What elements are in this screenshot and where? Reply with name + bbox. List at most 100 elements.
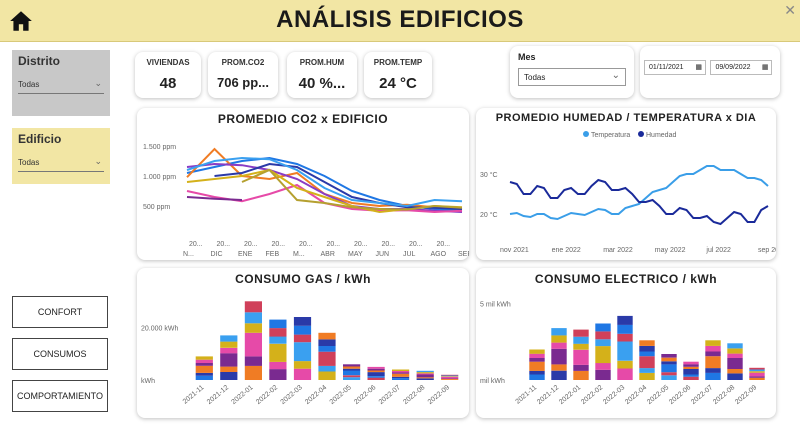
y-tick-label: kWh [141,378,155,385]
bar-segment [343,364,361,367]
bar-segment [661,364,677,373]
x-tick-label: 2022-01 [230,384,254,406]
bar-segment [441,378,459,379]
bar-segment [220,335,238,342]
bar-segment [661,375,677,380]
distrito-label: Distrito [18,54,60,68]
kpi-prom-hum: PROM.HUM 40 %... [287,52,357,98]
home-icon[interactable] [8,8,34,34]
x-tick-label: ENE [238,251,253,258]
calendar-icon: ▦ [695,64,702,71]
x-tick-label: 2021-11 [182,384,206,406]
bar-segment [639,340,655,346]
bar-segment [705,340,721,346]
consumos-button[interactable]: CONSUMOS [12,338,108,370]
bar-segment [244,312,262,324]
x-tick-label: 20... [327,241,341,248]
bar-segment [220,366,238,372]
confort-button[interactable]: CONFORT [12,296,108,328]
x-tick-label: mar 2022 [603,247,633,254]
x-tick-label: JUN [376,251,390,258]
bar-segment [392,369,410,371]
co2-chart-title: PROMEDIO CO2 x EDIFICIO [217,112,389,126]
bar-segment [195,363,213,366]
legend-label: Humedad [646,132,676,139]
bar-segment [573,370,589,380]
legend-dot [638,131,644,137]
kpi-label: PROM.TEMP [373,58,423,67]
bar-segment [661,361,677,365]
bar-segment [595,339,611,347]
bar-segment [392,373,410,377]
bar-segment [195,365,213,373]
bar-segment [617,368,633,380]
bar-segment [573,329,589,337]
date-to-input[interactable]: 09/09/2022 ▦ [710,60,773,75]
bar-segment [244,356,262,366]
bar-segment [749,377,765,380]
x-tick-label: 2022-07 [690,384,714,406]
bar-segment [683,369,699,375]
y-tick-label: 20 °C [480,211,498,219]
gas-chart-title: CONSUMO GAS / kWh [235,272,371,286]
bar-segment [195,372,213,376]
x-tick-label: 2022-04 [304,384,328,406]
bar-segment [727,358,743,369]
co2-chart: 1.500 ppm 1.000 ppm 500 ppm 20... 20... 20...… [143,144,469,258]
bar-segment [293,334,312,343]
date-from-input[interactable]: 01/11/2021 ▦ [644,60,706,75]
kpi-label: PROM.HUM [299,58,345,67]
kpi-prom-co2: PROM.CO2 706 pp... [208,52,278,98]
kpi-value: 706 pp... [216,75,270,90]
bar-segment [220,341,238,348]
kpi-value: 48 [159,75,177,92]
distrito-dropdown[interactable]: Todas ⌄ [18,76,104,94]
page-title: ANÁLISIS EDIFICIOS [276,6,524,33]
bar-segment [367,366,385,369]
x-tick-label: 2022-03 [602,384,626,406]
bar-segment [617,341,633,361]
bar-segment [367,370,385,373]
bar-segment [416,370,434,373]
edificio-dropdown[interactable]: Todas ⌄ [18,154,104,172]
x-tick-label: 2022-09 [734,384,758,406]
bar-segment [529,349,545,354]
mes-dropdown[interactable]: Todas ⌄ [518,68,626,86]
bar-segment [195,359,213,363]
chevron-down-icon: ⌄ [94,78,102,88]
bar-segment [269,319,287,329]
kpi-prom-temp: PROM.TEMP 24 °C [364,52,432,98]
bar-segment [367,376,385,378]
bar-segment [416,373,434,375]
x-tick-label: ene 2022 [552,247,581,254]
distrito-value: Todas [18,80,40,89]
y-tick-label: 1.500 ppm [143,144,176,151]
bar-segment [683,366,699,369]
comportamiento-button[interactable]: COMPORTAMIENTO [12,380,108,412]
bar-segment [749,369,765,372]
x-tick-label: 20... [217,241,231,248]
bar-segment [269,361,287,370]
bar-segment [551,335,567,343]
bar-segment [529,370,545,375]
bar-segment [367,377,385,380]
x-tick-label: 2022-04 [624,384,648,406]
x-tick-label: 2021-12 [206,384,230,406]
series-line [509,178,769,226]
bar-segment [441,375,459,377]
bar-segment [595,346,611,364]
bar-segment [244,332,262,357]
bar-segment [220,347,238,354]
bar-segment [293,342,312,362]
bar-segment [269,336,287,344]
bar-segment [318,371,336,380]
bar-segment [573,364,589,371]
y-tick-label: 30 °C [480,171,498,179]
bar-segment [220,372,238,380]
close-icon[interactable]: ✕ [784,2,796,18]
edificio-value: Todas [18,158,40,167]
bar-segment [749,372,765,377]
series-line [186,196,243,201]
mes-filter: Mes Todas ⌄ [510,46,634,98]
bar-segment [749,367,765,370]
